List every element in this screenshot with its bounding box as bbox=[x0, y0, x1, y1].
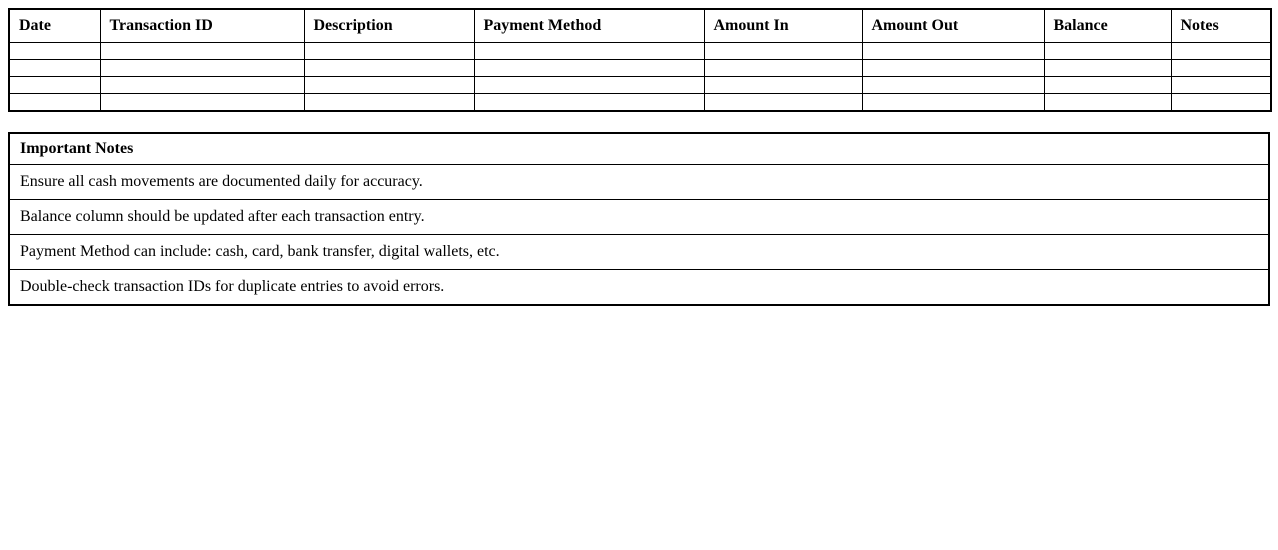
column-header-balance: Balance bbox=[1043, 8, 1172, 43]
empty-cell bbox=[703, 76, 863, 94]
empty-cell bbox=[1170, 76, 1272, 94]
empty-cell bbox=[303, 93, 475, 112]
empty-cell bbox=[1170, 59, 1272, 77]
transactions-empty-rows bbox=[8, 42, 1272, 112]
transactions-table: Date Transaction ID Description Payment … bbox=[8, 8, 1272, 112]
empty-cell bbox=[473, 93, 705, 112]
empty-cell bbox=[473, 76, 705, 94]
note-text: Double-check transaction IDs for duplica… bbox=[8, 269, 1270, 306]
important-notes-title: Important Notes bbox=[8, 132, 1270, 165]
column-header-payment-method: Payment Method bbox=[473, 8, 705, 43]
important-notes-header-row: Important Notes bbox=[8, 132, 1270, 165]
empty-entry-row bbox=[8, 59, 1272, 77]
empty-cell bbox=[861, 93, 1045, 112]
empty-cell bbox=[861, 42, 1045, 60]
empty-entry-row bbox=[8, 93, 1272, 112]
note-text: Balance column should be updated after e… bbox=[8, 199, 1270, 235]
empty-cell bbox=[1043, 59, 1172, 77]
empty-cell bbox=[473, 42, 705, 60]
empty-cell bbox=[1170, 93, 1272, 112]
empty-cell bbox=[303, 59, 475, 77]
empty-cell bbox=[8, 93, 101, 112]
column-header-date: Date bbox=[8, 8, 101, 43]
empty-cell bbox=[99, 76, 305, 94]
empty-cell bbox=[99, 59, 305, 77]
note-row: Double-check transaction IDs for duplica… bbox=[8, 269, 1270, 306]
empty-cell bbox=[99, 93, 305, 112]
note-row: Payment Method can include: cash, card, … bbox=[8, 234, 1270, 270]
column-header-description: Description bbox=[303, 8, 475, 43]
note-text: Ensure all cash movements are documented… bbox=[8, 164, 1270, 200]
empty-cell bbox=[1043, 76, 1172, 94]
empty-cell bbox=[473, 59, 705, 77]
empty-cell bbox=[303, 42, 475, 60]
note-text: Payment Method can include: cash, card, … bbox=[8, 234, 1270, 270]
empty-entry-row bbox=[8, 76, 1272, 94]
note-row: Balance column should be updated after e… bbox=[8, 199, 1270, 235]
empty-cell bbox=[8, 59, 101, 77]
empty-cell bbox=[99, 42, 305, 60]
note-row: Ensure all cash movements are documented… bbox=[8, 164, 1270, 200]
important-notes-table: Important Notes Ensure all cash movement… bbox=[8, 132, 1270, 306]
empty-cell bbox=[1043, 42, 1172, 60]
empty-cell bbox=[703, 59, 863, 77]
empty-cell bbox=[703, 42, 863, 60]
transactions-header-row: Date Transaction ID Description Payment … bbox=[8, 8, 1272, 43]
empty-cell bbox=[1170, 42, 1272, 60]
empty-cell bbox=[8, 76, 101, 94]
empty-cell bbox=[8, 42, 101, 60]
empty-entry-row bbox=[8, 42, 1272, 60]
empty-cell bbox=[861, 59, 1045, 77]
empty-cell bbox=[303, 76, 475, 94]
empty-cell bbox=[703, 93, 863, 112]
empty-cell bbox=[861, 76, 1045, 94]
column-header-amount-in: Amount In bbox=[703, 8, 863, 43]
column-header-transaction-id: Transaction ID bbox=[99, 8, 305, 43]
column-header-amount-out: Amount Out bbox=[861, 8, 1045, 43]
column-header-notes: Notes bbox=[1170, 8, 1272, 43]
empty-cell bbox=[1043, 93, 1172, 112]
